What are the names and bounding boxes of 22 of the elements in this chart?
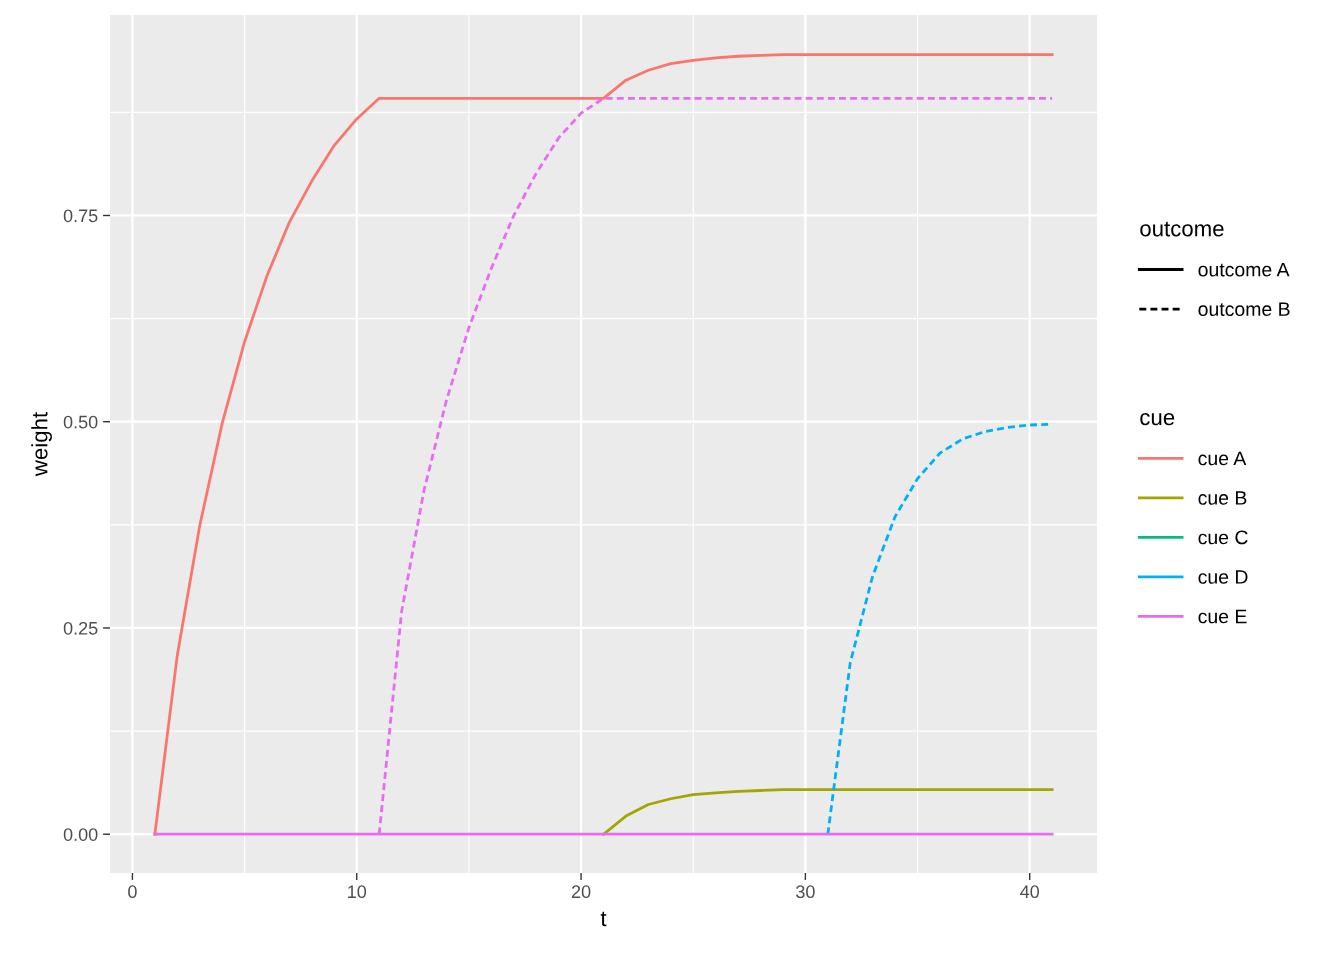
legend-title: cue	[1140, 413, 1175, 426]
x-tick-label: 10	[348, 885, 367, 899]
y-tick-label: 0.75	[63, 209, 98, 223]
x-axis-title: t	[600, 911, 607, 927]
y-tick-label: 0.25	[63, 621, 98, 635]
legend-label: cue B	[1198, 491, 1247, 505]
line-series	[153, 53, 1054, 836]
x-tick-label: 20	[571, 885, 591, 899]
text: outcome	[1140, 221, 1224, 237]
x-tick-label: 30	[796, 885, 815, 899]
y-tick-label: 0.00	[63, 828, 98, 841]
text: outcome B	[1198, 302, 1290, 317]
x-tick-label: 0	[128, 885, 137, 899]
legend-label: cue C	[1198, 530, 1248, 545]
line-series	[602, 788, 1054, 836]
legend-label: cue E	[1198, 609, 1247, 624]
y-axis-title: weight	[31, 412, 52, 477]
y-tick-label: 0.50	[63, 415, 98, 429]
legend-label: cue A	[1198, 451, 1247, 466]
x-tick-label: 40	[1020, 885, 1040, 899]
text: outcome A	[1198, 262, 1290, 277]
legend-label: cue D	[1198, 570, 1248, 584]
